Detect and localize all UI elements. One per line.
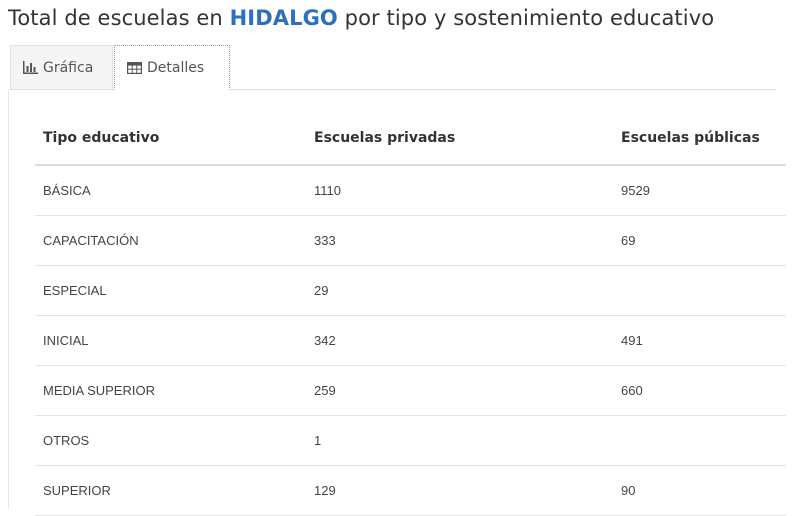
title-suffix: por tipo y sostenimiento educativo [337, 6, 715, 30]
cell-privadas: 1 [306, 415, 613, 466]
cell-publicas [613, 265, 786, 316]
tab-detalles-label: Detalles [147, 59, 205, 76]
cell-privadas: 342 [306, 315, 613, 366]
cell-privadas: 129 [306, 465, 613, 516]
table-header-row: Tipo educativo Escuelas privadas Escuela… [35, 112, 786, 166]
table-row: CAPACITACIÓN 333 69 [35, 215, 786, 266]
column-header-privadas: Escuelas privadas [306, 112, 613, 166]
table-row: INICIAL 342 491 [35, 315, 786, 366]
cell-publicas: 660 [613, 365, 786, 416]
cell-privadas: 333 [306, 215, 613, 266]
tab-grafica[interactable]: Gráfica [10, 45, 113, 89]
schools-table: Tipo educativo Escuelas privadas Escuela… [35, 112, 786, 516]
table-row: BÁSICA 1110 9529 [35, 165, 786, 216]
table-row: ESPECIAL 29 [35, 265, 786, 316]
column-header-publicas: Escuelas públicas [613, 112, 786, 166]
cell-publicas: 491 [613, 315, 786, 366]
column-header-tipo: Tipo educativo [35, 112, 306, 166]
tab-grafica-label: Gráfica [43, 59, 94, 76]
view-tabs: Gráfica Detalles [10, 45, 776, 90]
bar-chart-icon [23, 61, 38, 74]
title-prefix: Total de escuelas en [8, 6, 230, 30]
details-panel: Tipo educativo Escuelas privadas Escuela… [8, 90, 786, 516]
cell-tipo: CAPACITACIÓN [35, 215, 306, 266]
cell-tipo: ESPECIAL [35, 265, 306, 316]
table-row: MEDIA SUPERIOR 259 660 [35, 365, 786, 416]
cell-tipo: INICIAL [35, 315, 306, 366]
cell-publicas: 9529 [613, 165, 786, 216]
tab-detalles[interactable]: Detalles [114, 45, 230, 90]
cell-publicas [613, 415, 786, 466]
page-title: Total de escuelas en HIDALGO por tipo y … [8, 6, 714, 30]
cell-privadas: 259 [306, 365, 613, 416]
cell-tipo: BÁSICA [35, 165, 306, 216]
state-name: HIDALGO [229, 6, 338, 30]
table-row: OTROS 1 [35, 415, 786, 466]
cell-publicas: 69 [613, 215, 786, 266]
table-icon [127, 61, 142, 74]
cell-privadas: 1110 [306, 165, 613, 216]
cell-tipo: OTROS [35, 415, 306, 466]
cell-privadas: 29 [306, 265, 613, 316]
cell-tipo: MEDIA SUPERIOR [35, 365, 306, 416]
cell-publicas: 90 [613, 465, 786, 516]
cell-tipo: SUPERIOR [35, 465, 306, 516]
table-row: SUPERIOR 129 90 [35, 465, 786, 516]
